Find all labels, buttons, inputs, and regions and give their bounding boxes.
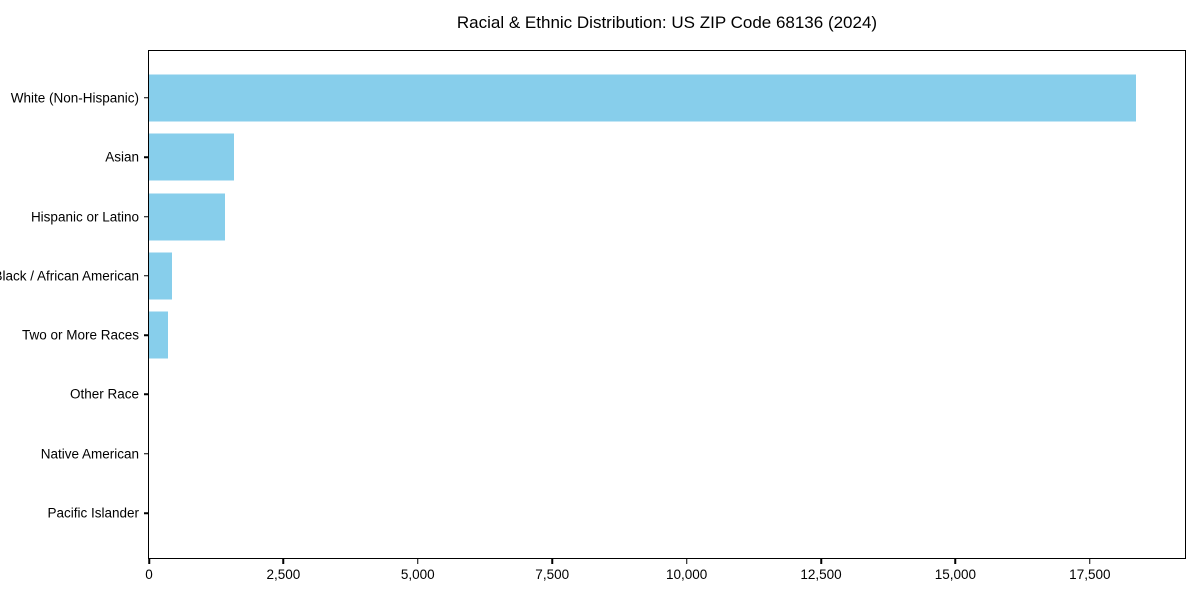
x-axis-tick-label: 2,500: [266, 567, 301, 582]
bar: [149, 74, 1136, 122]
bar-row: Hispanic or Latino: [31, 187, 1185, 246]
bar-row: White (Non-Hispanic): [11, 68, 1185, 127]
bar: [149, 252, 173, 300]
y-axis-tick: [143, 97, 148, 99]
category-label: White (Non-Hispanic): [10, 90, 139, 106]
x-axis-tick: [551, 559, 553, 564]
y-axis-tick: [143, 453, 148, 455]
bar-row: Pacific Islander: [47, 483, 1185, 542]
y-axis-tick: [143, 334, 148, 336]
category-label: Hispanic or Latino: [30, 209, 139, 224]
y-axis-tick: [143, 215, 148, 218]
x-axis-tick-label: 15,000: [934, 567, 977, 582]
x-axis-tick-label: 7,500: [535, 567, 570, 582]
bar-row: Black / African American: [0, 246, 1185, 305]
category-label: Other Race: [69, 386, 139, 402]
x-axis-tick: [148, 559, 150, 564]
x-axis-tick-label: 5,000: [400, 567, 435, 582]
x-axis-tick: [282, 559, 285, 564]
x-axis-tick: [954, 559, 957, 564]
y-axis-tick: [143, 393, 148, 396]
bar-row: Asian: [105, 128, 1185, 187]
bar-row: Two or More Races: [22, 306, 1185, 365]
x-axis-tick-label: 10,000: [665, 567, 708, 582]
x-axis-tick-label: 12,500: [800, 567, 842, 582]
bar: [149, 311, 169, 359]
category-label: Black / African American: [0, 268, 139, 284]
category-label: Two or More Races: [21, 327, 139, 343]
x-axis-tick-label: 0: [145, 567, 153, 582]
x-axis-tick: [417, 559, 419, 564]
y-axis-tick: [143, 512, 148, 514]
x-axis-tick: [1089, 559, 1091, 564]
bar: [149, 133, 234, 181]
bar: [149, 193, 225, 240]
category-label: Native American: [40, 446, 139, 462]
chart-title: Racial & Ethnic Distribution: US ZIP Cod…: [456, 13, 878, 32]
x-axis-tick: [685, 559, 688, 564]
category-label: Pacific Islander: [47, 505, 139, 521]
y-axis-tick: [143, 275, 148, 277]
x-axis-tick: [820, 559, 822, 564]
bar-row: Other Race: [70, 365, 1185, 424]
x-axis-tick-label: 17,500: [1069, 567, 1111, 582]
plot-area: White (Non-Hispanic) Asian Hispanic or Lat…: [0, 50, 1186, 582]
category-label: Asian: [105, 149, 139, 165]
y-axis-tick: [143, 156, 148, 158]
bar-row: Native American: [41, 424, 1185, 483]
